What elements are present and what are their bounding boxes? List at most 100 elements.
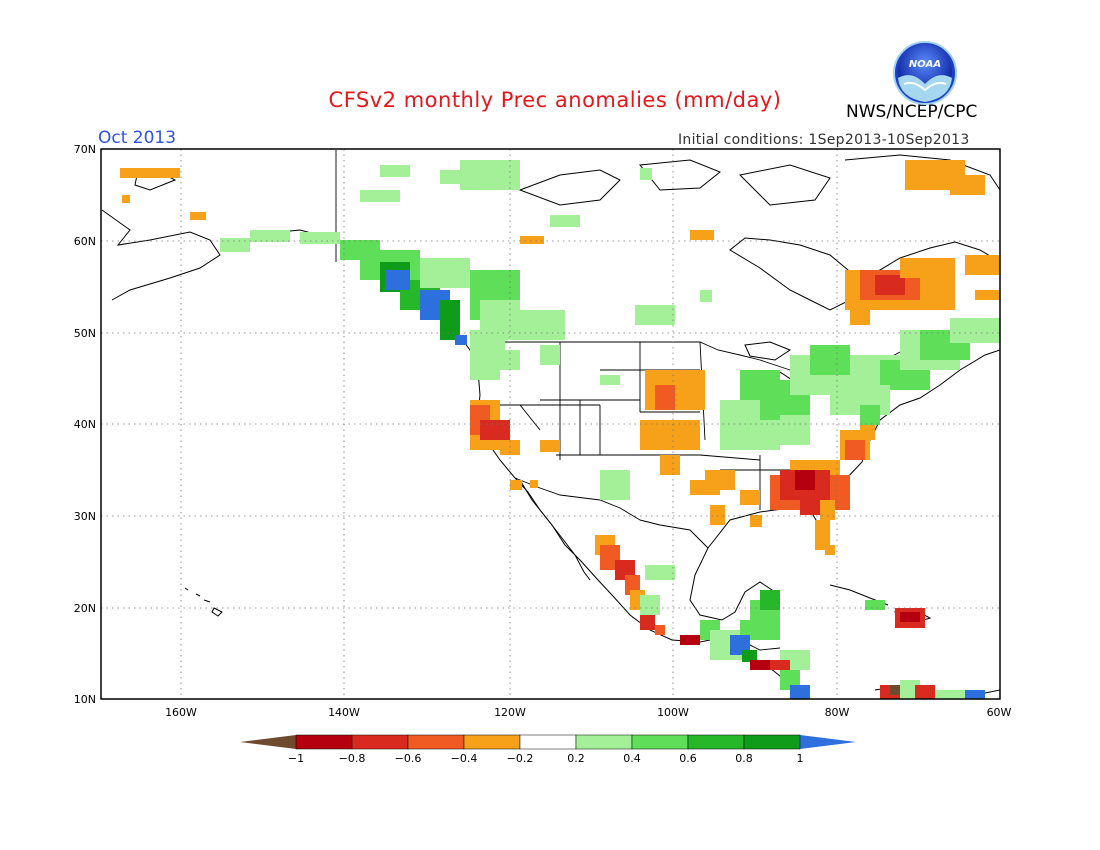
legend-label: −0.8 — [339, 752, 366, 765]
lat-label-70n: 70N — [74, 143, 96, 156]
legend-swatch — [575, 734, 633, 750]
anomaly-cell — [900, 258, 955, 278]
map-frame — [100, 148, 1001, 700]
lon-label-60w: 60W — [987, 706, 1012, 719]
anomaly-cell — [770, 660, 790, 670]
color-legend: −1 −0.8 −0.6 −0.4 −0.2 0.2 0.4 0.6 0.8 1 — [240, 734, 856, 765]
anomaly-cell — [680, 635, 700, 645]
anomaly-cell — [795, 470, 815, 490]
anomaly-cell — [825, 545, 835, 555]
anomaly-cell — [640, 168, 652, 180]
lat-label-40n: 40N — [74, 418, 96, 431]
anomaly-cell — [480, 420, 510, 440]
legend-label: −1 — [288, 752, 304, 765]
anomaly-cell — [540, 440, 560, 452]
anomaly-cell — [660, 455, 680, 475]
anomaly-cell — [710, 505, 725, 525]
anomaly-cell — [385, 270, 410, 290]
anomaly-cell — [600, 375, 620, 385]
legend-swatch — [463, 734, 521, 750]
anomaly-cell — [380, 165, 410, 177]
anomaly-cell — [120, 168, 180, 178]
anomaly-cell — [190, 212, 206, 220]
anomaly-cell — [890, 685, 900, 695]
anomaly-cell — [705, 470, 735, 490]
anomaly-cell — [655, 385, 675, 410]
gridlines — [101, 149, 1000, 699]
anomaly-cell — [865, 600, 885, 610]
anomaly-cell — [420, 258, 470, 288]
anomaly-cell — [530, 480, 538, 488]
anomaly-cell — [360, 190, 400, 202]
anomaly-cell — [740, 490, 760, 505]
anomaly-cell — [510, 480, 522, 490]
anomaly-cell — [520, 236, 544, 244]
lon-axis: 160W 140W 120W 100W 80W 60W — [165, 706, 1011, 719]
anomaly-cell — [975, 290, 1000, 300]
anomaly-cell — [820, 500, 835, 520]
legend-arrow-left — [240, 735, 296, 749]
anomaly-cell — [635, 305, 675, 325]
lat-label-30n: 30N — [74, 510, 96, 523]
anomaly-cell — [810, 345, 850, 375]
lon-label-120w: 120W — [494, 706, 526, 719]
anomaly-cell — [915, 685, 935, 699]
legend-label: −0.2 — [507, 752, 534, 765]
map-area — [101, 149, 1000, 699]
legend-swatch — [407, 734, 465, 750]
anomaly-cell — [750, 515, 762, 527]
legend-arrow-right — [800, 735, 856, 749]
anomaly-cell — [540, 345, 560, 365]
anomaly-cell — [440, 300, 460, 340]
anomaly-cell — [600, 470, 630, 500]
anomaly-cell — [965, 690, 985, 699]
anomaly-cell — [935, 690, 965, 699]
lat-label-20n: 20N — [74, 602, 96, 615]
anomaly-cell — [655, 625, 665, 635]
anomaly-cell — [815, 520, 830, 550]
anomaly-cell — [250, 230, 290, 242]
anomaly-cell — [700, 290, 712, 302]
anomaly-cell — [760, 590, 780, 610]
anomaly-cell — [520, 310, 565, 340]
anomaly-cell — [750, 660, 770, 670]
anomaly-cell — [220, 238, 250, 252]
anomaly-cell — [640, 595, 660, 615]
anomaly-cell — [790, 685, 810, 699]
noaa-logo-text: NOAA — [909, 59, 941, 70]
anomaly-cell — [640, 615, 655, 630]
anomaly-cell — [900, 612, 920, 622]
lat-label-10n: 10N — [74, 693, 96, 706]
legend-label: 0.4 — [623, 752, 641, 765]
anomaly-cell — [550, 215, 580, 227]
lon-label-100w: 100W — [657, 706, 689, 719]
forecast-month: Oct 2013 — [98, 128, 177, 148]
anomaly-cell — [950, 318, 1000, 343]
anomaly-cell — [875, 275, 905, 295]
anomaly-cell — [645, 565, 675, 580]
lon-label-160w: 160W — [165, 706, 197, 719]
legend-label: 0.6 — [679, 752, 697, 765]
lon-label-80w: 80W — [825, 706, 850, 719]
anomaly-cell — [440, 170, 470, 184]
anomaly-cell — [640, 420, 700, 450]
lat-axis: 70N 60N 50N 40N 30N 20N 10N — [74, 143, 96, 706]
map-title: CFSv2 monthly Prec anomalies (mm/day) — [328, 88, 782, 112]
anomaly-cell — [850, 310, 870, 325]
anomaly-cell — [965, 255, 1000, 275]
legend-swatch — [631, 734, 689, 750]
legend-label: 0.2 — [567, 752, 585, 765]
anomaly-cell — [455, 335, 467, 345]
legend-swatch — [351, 734, 409, 750]
anomaly-cell — [845, 440, 865, 460]
anomaly-cell — [950, 175, 985, 195]
lon-label-140w: 140W — [328, 706, 360, 719]
organization-label: NWS/NCEP/CPC — [846, 102, 978, 122]
anomaly-cell — [490, 350, 520, 370]
legend-swatch — [295, 734, 353, 750]
anomaly-cell — [300, 232, 340, 244]
anomaly-cell — [690, 230, 714, 240]
legend-label: 1 — [797, 752, 804, 765]
anomaly-cell — [800, 490, 820, 515]
legend-swatch — [519, 734, 577, 750]
